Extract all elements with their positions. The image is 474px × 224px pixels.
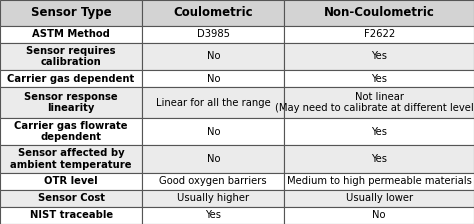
Bar [284, 26, 474, 43]
Text: Sensor response
linearity: Sensor response linearity [24, 92, 118, 113]
Bar [0, 26, 142, 43]
Text: Yes: Yes [371, 127, 387, 137]
Text: No: No [207, 52, 220, 61]
Bar [284, 207, 474, 224]
Text: No: No [207, 127, 220, 137]
Bar [284, 190, 474, 207]
Text: Good oxygen barriers: Good oxygen barriers [159, 176, 267, 186]
Text: Yes: Yes [371, 74, 387, 84]
Text: Carrier gas dependent: Carrier gas dependent [8, 74, 135, 84]
Text: Sensor affected by
ambient temperature: Sensor affected by ambient temperature [10, 149, 132, 170]
Text: Non-Coulometric: Non-Coulometric [324, 6, 435, 19]
Bar [142, 190, 284, 207]
Text: Usually lower: Usually lower [346, 193, 413, 203]
Text: No: No [207, 74, 220, 84]
Text: D3985: D3985 [197, 29, 230, 39]
Text: No: No [373, 211, 386, 220]
Bar [142, 118, 284, 145]
Bar [142, 43, 284, 70]
Bar [284, 173, 474, 190]
Bar [0, 173, 142, 190]
Bar [284, 118, 474, 145]
Bar [0, 190, 142, 207]
Text: ASTM Method: ASTM Method [32, 29, 110, 39]
Bar [142, 207, 284, 224]
Text: Linear for all the range: Linear for all the range [156, 98, 271, 108]
Bar [284, 0, 474, 26]
Bar [0, 0, 142, 26]
Bar [0, 118, 142, 145]
Bar [142, 173, 284, 190]
Text: F2622: F2622 [364, 29, 395, 39]
Text: Yes: Yes [371, 154, 387, 164]
Text: Carrier gas flowrate
dependent: Carrier gas flowrate dependent [14, 121, 128, 142]
Text: Sensor requires
calibration: Sensor requires calibration [27, 46, 116, 67]
Text: OTR level: OTR level [44, 176, 98, 186]
Bar [284, 43, 474, 70]
Bar [142, 87, 284, 118]
Bar [284, 145, 474, 173]
Bar [0, 207, 142, 224]
Text: Yes: Yes [371, 52, 387, 61]
Text: Sensor Type: Sensor Type [31, 6, 111, 19]
Bar [0, 87, 142, 118]
Text: Coulometric: Coulometric [173, 6, 253, 19]
Bar [0, 145, 142, 173]
Bar [284, 70, 474, 87]
Bar [142, 70, 284, 87]
Bar [142, 26, 284, 43]
Text: No: No [207, 154, 220, 164]
Text: Yes: Yes [205, 211, 221, 220]
Text: Medium to high permeable materials: Medium to high permeable materials [287, 176, 472, 186]
Bar [284, 87, 474, 118]
Bar [142, 0, 284, 26]
Text: Sensor Cost: Sensor Cost [37, 193, 105, 203]
Text: Usually higher: Usually higher [177, 193, 249, 203]
Bar [0, 70, 142, 87]
Text: Not linear
(May need to calibrate at different levels): Not linear (May need to calibrate at dif… [275, 92, 474, 113]
Bar [0, 43, 142, 70]
Text: NIST traceable: NIST traceable [29, 211, 113, 220]
Bar [142, 145, 284, 173]
